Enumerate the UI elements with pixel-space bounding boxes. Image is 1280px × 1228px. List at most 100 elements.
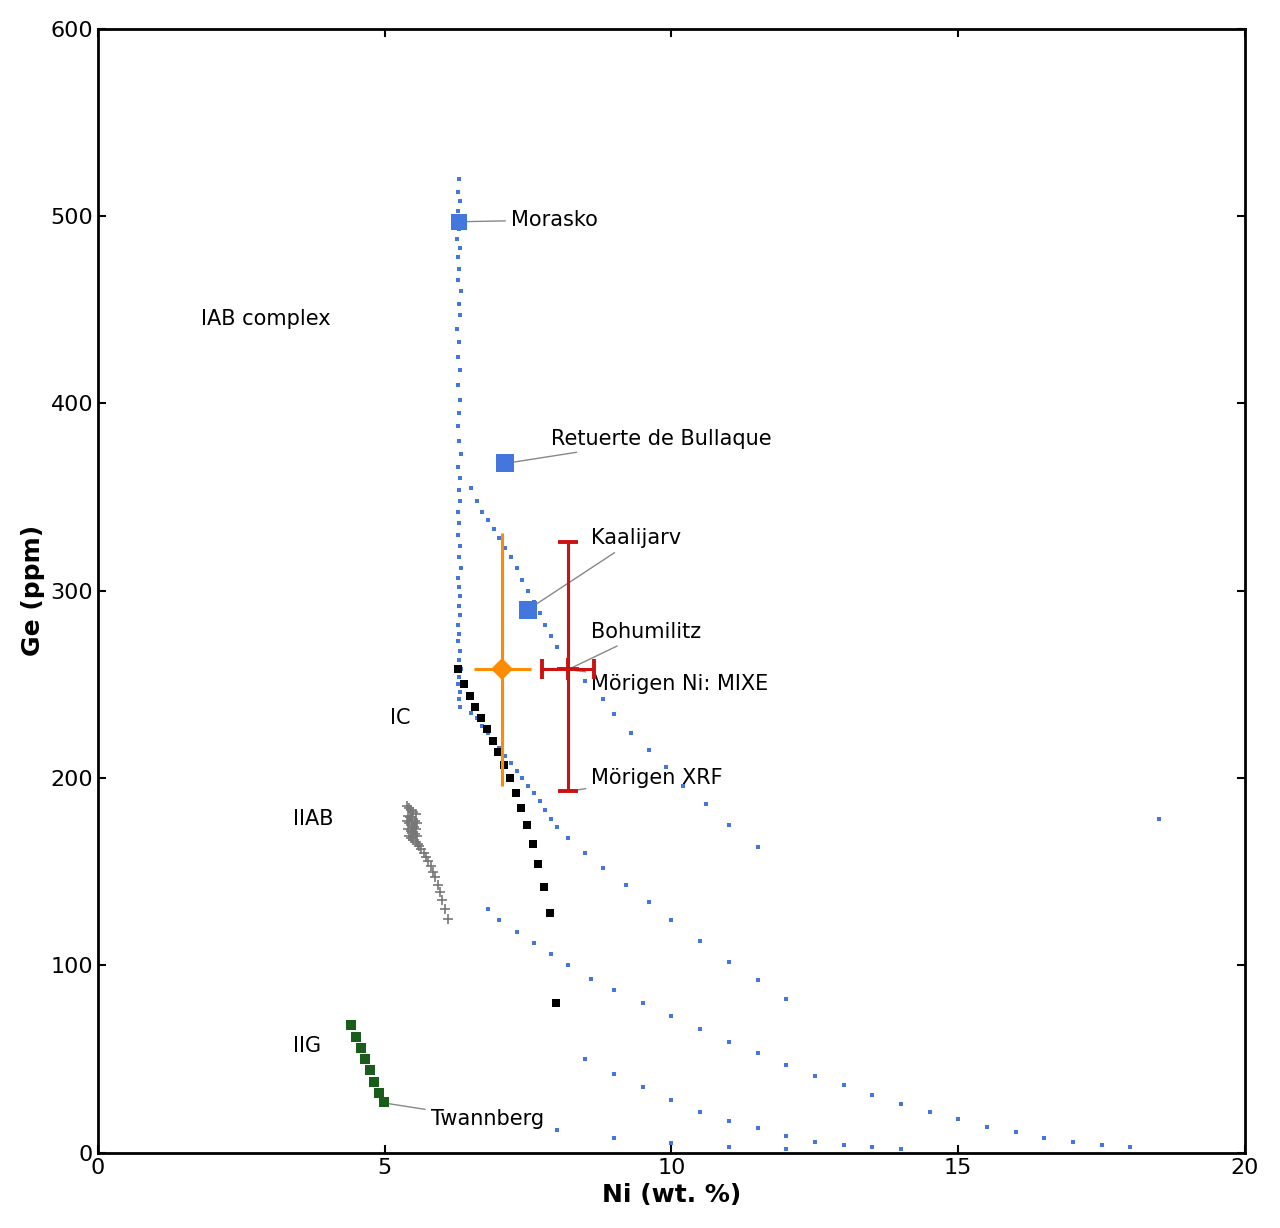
Point [662,911,682,931]
Point [517,815,538,835]
Point [448,690,468,710]
X-axis label: Ni (wt. %): Ni (wt. %) [602,1183,741,1207]
Point [407,813,428,833]
Point [451,360,471,379]
Point [451,559,471,578]
Point [718,815,739,835]
Point [833,1076,854,1095]
Point [420,856,440,876]
Point [512,570,532,589]
Text: Bohumilitz: Bohumilitz [571,623,701,668]
Point [448,182,468,201]
Point [632,993,653,1013]
Point [506,783,526,803]
Point [541,944,562,964]
Point [451,281,471,301]
Point [472,502,493,522]
Point [408,836,429,856]
Point [748,970,768,990]
Point [472,716,493,736]
Point [639,892,659,911]
Point [449,682,470,701]
Point [547,637,567,657]
Point [451,192,471,211]
Point [449,391,470,410]
Point [342,1016,362,1035]
Text: IC: IC [390,709,411,728]
Point [453,674,474,694]
Point [494,755,515,775]
Point [718,1137,739,1157]
Point [805,1066,826,1086]
Point [1148,809,1169,829]
Point [540,903,561,922]
Point [413,844,434,863]
Point [360,1061,380,1081]
Point [449,577,470,597]
Point [655,756,676,776]
Point [524,783,544,803]
Point [448,220,468,239]
Point [449,431,470,451]
Point [438,909,458,928]
Point [604,1129,625,1148]
Point [495,453,516,473]
Point [408,834,429,853]
Point [422,862,443,882]
Point [662,1133,682,1153]
Point [403,823,424,842]
Point [461,702,481,722]
Point [448,596,468,615]
Point [448,403,468,422]
Point [534,877,554,896]
Point [476,720,497,739]
Point [748,1119,768,1138]
Point [484,731,504,750]
Point [477,899,498,919]
Point [621,723,641,743]
Point [448,416,468,436]
Text: Twannberg: Twannberg [381,1103,544,1129]
Point [451,491,471,511]
Text: Mörigen Ni: MIXE: Mörigen Ni: MIXE [571,669,768,695]
Point [1120,1137,1140,1157]
Point [558,828,579,847]
Point [448,615,468,635]
Point [511,798,531,818]
Point [776,1140,796,1159]
Point [524,592,544,612]
Point [404,824,425,844]
Point [891,1140,911,1159]
Point [518,776,539,796]
Point [447,524,467,544]
Point [484,519,504,539]
Point [447,631,467,651]
Point [673,776,694,796]
Point [448,651,468,670]
Point [449,513,470,533]
Point [690,1102,710,1121]
Point [500,753,521,772]
Point [431,890,452,910]
Point [403,817,424,836]
Text: IIG: IIG [293,1036,321,1056]
Point [776,1126,796,1146]
Point [448,548,468,567]
Point [449,624,470,643]
Point [406,833,426,852]
Point [397,797,417,817]
Point [449,641,470,661]
Point [748,837,768,857]
Point [449,587,470,607]
Point [718,1111,739,1131]
Point [499,769,520,788]
Point [919,1102,940,1121]
Point [406,819,426,839]
Point [535,615,556,635]
Point [402,815,422,835]
Point [495,538,516,558]
Point [447,457,467,476]
Point [805,1132,826,1152]
Point [695,795,716,814]
Point [489,528,509,548]
